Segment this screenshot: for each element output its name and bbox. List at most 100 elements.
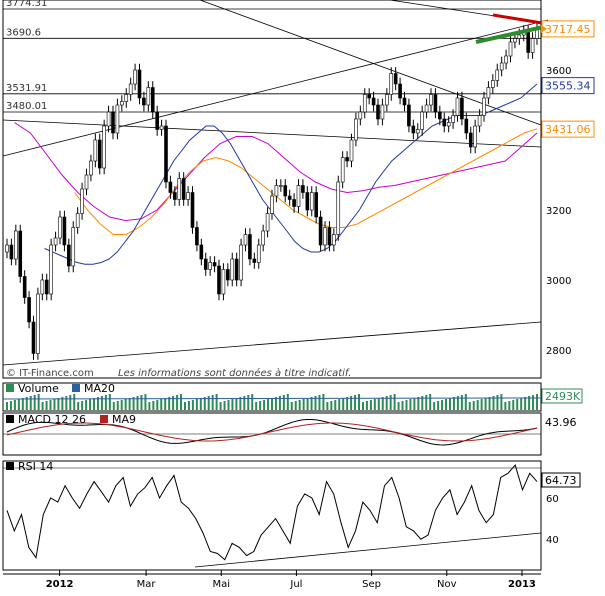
- candle-body-75: [336, 181, 341, 235]
- candle-body-109: [486, 87, 491, 99]
- candle-body-0: [5, 244, 9, 253]
- candle-body-47: [212, 262, 217, 267]
- candle-body-73: [327, 227, 332, 246]
- candle-body-89: [398, 83, 402, 99]
- last-price-marker: [541, 24, 547, 33]
- volume-legend-swatch: [6, 384, 14, 392]
- candle-body-69: [309, 192, 314, 211]
- candle-body-13: [62, 216, 67, 246]
- candle-body-42: [190, 192, 195, 228]
- candle-body-104: [464, 118, 469, 134]
- candle-body-36: [164, 125, 168, 183]
- x-tick-label-4: Sep: [362, 579, 381, 590]
- candle-body-71: [318, 216, 323, 246]
- y-tick-label-0: 2800: [546, 346, 571, 357]
- candle-body-15: [71, 227, 76, 267]
- candle-body-118: [526, 31, 530, 53]
- candle-body-21: [97, 139, 102, 169]
- candle-body-31: [142, 97, 146, 106]
- candle-body-19: [89, 160, 93, 176]
- volume-value: 2493K: [545, 390, 581, 403]
- volume-ma-line: [2, 397, 542, 400]
- ma9-legend-swatch: [100, 415, 108, 423]
- candle-body-27: [124, 94, 129, 102]
- right-label-1: 3555.34: [545, 80, 591, 93]
- level-label-0: 3774.31: [6, 0, 47, 9]
- rsi-legend-swatch: [6, 462, 14, 470]
- candle-body-55: [248, 234, 252, 260]
- candle-body-114: [508, 41, 513, 57]
- candle-body-54: [243, 234, 248, 246]
- x-tick-label-6: 2013: [508, 579, 536, 590]
- candle-body-8: [40, 279, 45, 295]
- macd-line: [6, 419, 538, 446]
- candle-body-38: [173, 192, 177, 200]
- candle-body-52: [234, 258, 239, 281]
- candle-body-115: [513, 38, 517, 43]
- candle-body-70: [314, 192, 318, 218]
- candle-body-33: [150, 87, 155, 113]
- candle-body-77: [345, 157, 349, 162]
- watermark-text: © IT-Finance.com: [6, 368, 94, 379]
- ma20-legend-label: MA20: [84, 382, 115, 395]
- highlight-red-line: [492, 13, 549, 26]
- trendline-rising: [2, 19, 549, 157]
- candle-body-48: [217, 265, 221, 295]
- ma20-legend-swatch: [72, 384, 80, 392]
- candle-body-99: [442, 118, 447, 127]
- candle-body-94: [420, 111, 424, 130]
- candle-body-25: [115, 104, 120, 134]
- candle-body-83: [371, 97, 376, 106]
- y-tick-label-2: 3200: [546, 206, 571, 217]
- candle-body-30: [137, 69, 142, 99]
- x-tick-label-2: Mai: [212, 579, 230, 590]
- candle-body-58: [261, 230, 265, 246]
- candle-body-39: [177, 178, 182, 200]
- volume-legend-label: Volume: [18, 382, 59, 395]
- candle-body-5: [27, 297, 31, 323]
- candle-body-111: [495, 69, 500, 81]
- candle-body-18: [84, 174, 89, 190]
- rsi-panel-frame: [2, 460, 542, 571]
- candle-body-61: [274, 185, 279, 197]
- candle-body-107: [477, 115, 482, 127]
- x-tick-label-1: Mar: [137, 579, 157, 590]
- candle-body-45: [203, 258, 208, 270]
- candle-body-68: [305, 192, 310, 211]
- candle-body-86: [385, 94, 389, 106]
- level-label-1: 3690.6: [6, 27, 41, 38]
- level-label-3: 3480.01: [6, 101, 47, 112]
- candle-body-32: [146, 87, 151, 106]
- candle-body-80: [358, 111, 363, 120]
- candle-body-24: [111, 111, 115, 134]
- candle-body-79: [354, 118, 358, 141]
- candle-body-106: [473, 125, 477, 148]
- candle-body-3: [18, 230, 23, 277]
- candle-body-28: [128, 83, 133, 95]
- volume-value-box: [541, 388, 583, 404]
- candle-body-59: [265, 213, 270, 232]
- candle-body-84: [376, 104, 380, 120]
- macd-value: 43.96: [545, 416, 577, 429]
- candle-body-51: [230, 258, 235, 281]
- candle-body-95: [424, 104, 429, 113]
- right-label-box-2: [541, 120, 595, 138]
- candle-body-6: [31, 321, 36, 354]
- candle-body-34: [155, 111, 159, 130]
- candle-body-16: [75, 213, 80, 228]
- candle-body-20: [93, 139, 98, 162]
- candle-body-97: [433, 94, 438, 113]
- candle-body-102: [455, 97, 460, 116]
- candle-body-105: [468, 132, 473, 148]
- candle-body-72: [323, 227, 327, 246]
- candle-body-108: [482, 97, 486, 116]
- candle-body-116: [517, 34, 522, 39]
- candle-body-82: [367, 94, 371, 99]
- trendline-flat: [2, 119, 542, 148]
- candle-body-4: [22, 276, 27, 298]
- rsi-tick-0: 40: [546, 535, 559, 546]
- macd-legend-label: MACD 12 26: [18, 413, 86, 426]
- candle-body-101: [451, 115, 455, 123]
- level-label-2: 3531.91: [6, 83, 47, 94]
